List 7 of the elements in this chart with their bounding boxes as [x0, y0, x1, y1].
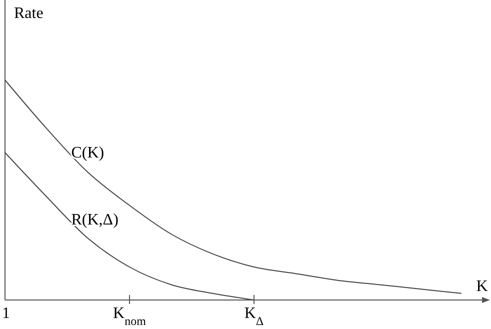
y-axis-title: Rate	[14, 5, 44, 22]
x-tick-label: K$_{Δ}$	[244, 305, 264, 328]
series-label: C(K)	[71, 144, 104, 162]
x-tick-label: K$_{nom}$	[113, 305, 147, 328]
x-axis-title: K	[476, 278, 488, 295]
x-tick-label: 1	[2, 305, 10, 322]
series-label: R(K,Δ)	[71, 212, 118, 228]
